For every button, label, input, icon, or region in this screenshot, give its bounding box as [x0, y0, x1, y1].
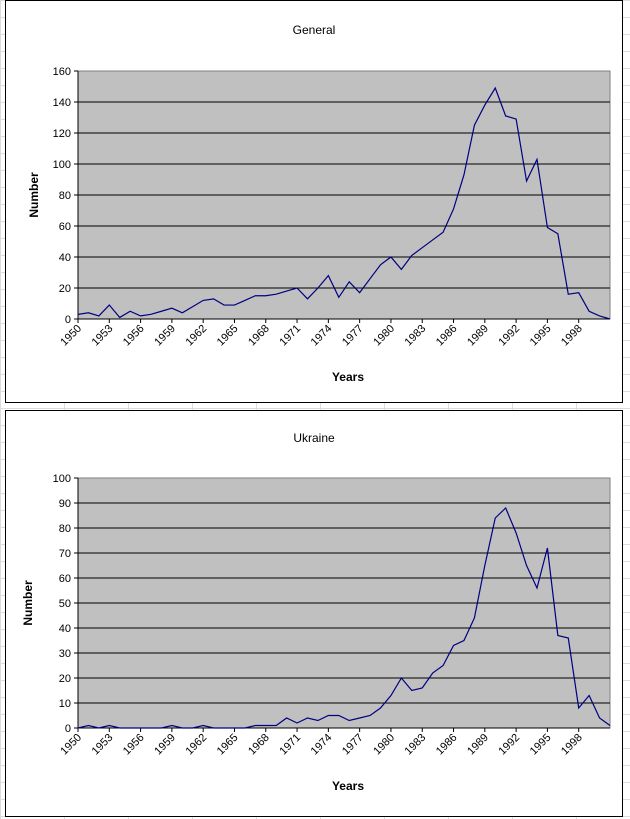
x-tick-label: 1971: [277, 323, 303, 349]
y-tick-label: 100: [53, 159, 71, 171]
x-tick-label: 1953: [90, 323, 116, 349]
y-tick-label: 120: [53, 128, 71, 140]
y-tick-label: 40: [59, 623, 71, 635]
x-tick-label: 1965: [215, 323, 241, 349]
series-line-ukraine: [77, 506, 611, 729]
x-tick-label: 1983: [403, 732, 429, 758]
x-tick-label: 1986: [434, 323, 460, 349]
x-tick-label: 1953: [90, 732, 116, 758]
x-tick-label: 1968: [246, 732, 272, 758]
x-tick-label: 1980: [371, 732, 397, 758]
chart-panel-general: General 0 20 40 60 80 100 120 140 160 1950 1953 1956…: [5, 0, 623, 403]
y-tick-label: 160: [53, 66, 71, 78]
x-tick-label: 1959: [152, 323, 178, 349]
y-axis-title: Number: [27, 172, 41, 218]
y-tick-label: 100: [53, 473, 71, 485]
x-tick-label: 1974: [309, 732, 335, 758]
y-tick-label: 80: [59, 523, 71, 535]
y-axis-title: Number: [21, 580, 35, 626]
x-tick-label: 1998: [559, 732, 585, 758]
x-tick-label: 1950: [58, 732, 84, 758]
chart-title: General: [293, 23, 336, 37]
x-tick-label: 1989: [465, 323, 491, 349]
y-tick-label: 30: [59, 648, 71, 660]
x-tick-label: 1992: [496, 323, 522, 349]
y-tick-label: 90: [59, 498, 71, 510]
x-tick-label: 1995: [528, 732, 554, 758]
y-tick-label: 20: [59, 673, 71, 685]
y-tick-label: 0: [65, 723, 71, 735]
series-line-general: [77, 86, 611, 320]
x-tick-label: 1974: [309, 323, 335, 349]
x-tick-label: 1965: [215, 732, 241, 758]
y-tick-label: 0: [65, 314, 71, 326]
x-tick-label: 1992: [496, 732, 522, 758]
chart-panel-ukraine: Ukraine 0 10 20 30 40 50 60 70 80 90 100 1950 1953 195…: [5, 410, 623, 817]
y-tick-label: 10: [59, 698, 71, 710]
x-tick-label: 1962: [183, 732, 209, 758]
y-tick-label: 20: [59, 283, 71, 295]
x-tick-label: 1971: [277, 732, 303, 758]
x-tick-label: 1977: [340, 323, 366, 349]
x-tick-label: 1950: [58, 323, 84, 349]
chart-title: Ukraine: [293, 431, 335, 445]
x-tick-label: 1980: [371, 323, 397, 349]
x-tick-label: 1959: [152, 732, 178, 758]
x-tick-label: 1983: [403, 323, 429, 349]
chart-svg-general: General 0 20 40 60 80 100 120 140 160 1950 1953 1956…: [27, 23, 611, 384]
x-tick-label: 1977: [340, 732, 366, 758]
y-tick-label: 60: [59, 573, 71, 585]
y-tick-label: 70: [59, 548, 71, 560]
y-tick-label: 50: [59, 598, 71, 610]
x-tick-label: 1995: [528, 323, 554, 349]
x-tick-label: 1956: [121, 323, 147, 349]
y-tick-label: 80: [59, 190, 71, 202]
x-axis-title: Years: [332, 779, 364, 793]
x-tick-label: 1968: [246, 323, 272, 349]
x-tick-label: 1986: [434, 732, 460, 758]
x-axis-title: Years: [332, 370, 364, 384]
x-tick-label: 1962: [183, 323, 209, 349]
y-tick-label: 140: [53, 97, 71, 109]
x-tick-label: 1989: [465, 732, 491, 758]
y-tick-label: 40: [59, 252, 71, 264]
y-tick-label: 60: [59, 221, 71, 233]
x-tick-label: 1956: [121, 732, 147, 758]
x-tick-label: 1998: [559, 323, 585, 349]
